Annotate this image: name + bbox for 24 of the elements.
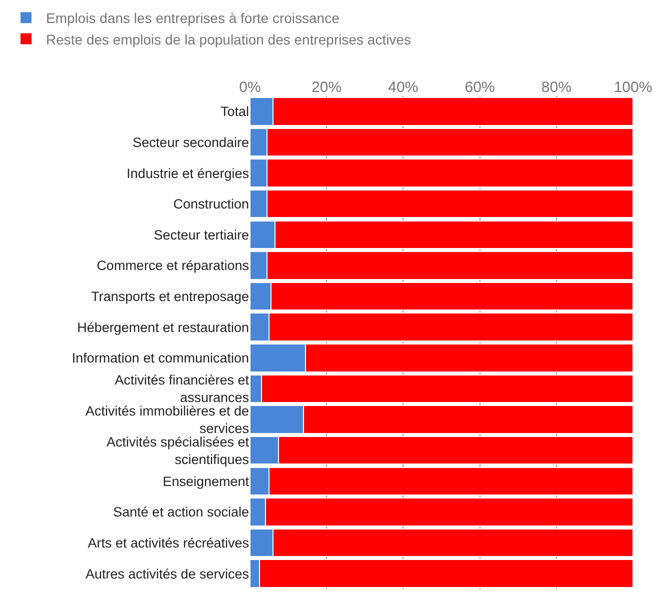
- y-tick-label: Commerce et réparations: [96, 258, 250, 274]
- y-tick-label: Secteur tertiaire: [154, 227, 249, 242]
- legend-label: Reste des emplois de la population des entreprises actives: [46, 31, 411, 48]
- y-tick-label: Santé et action sociale: [113, 504, 249, 520]
- y-tick-label: Information et communication: [72, 350, 249, 366]
- x-tick-label: 60%: [464, 79, 495, 96]
- x-tick-label: 80%: [541, 79, 572, 96]
- y-tick-label: Secteur secondaire: [132, 134, 249, 150]
- y-tick-label: Industrie et énergies: [126, 166, 250, 181]
- y-tick-label: Hébergement et restauration: [77, 320, 249, 335]
- y-tick-label: Total: [220, 104, 249, 120]
- x-tick-label: 100%: [614, 79, 652, 96]
- y-tick-label: Autres activités de services: [85, 566, 250, 582]
- x-tick-label: 40%: [388, 79, 418, 96]
- legend-label: Emplois dans les entreprises à forte croissance: [46, 10, 340, 26]
- x-tick-label: 20%: [312, 79, 342, 96]
- y-tick-label: Activités financières et assurances: [114, 372, 250, 406]
- y-tick-label: Enseignement: [162, 474, 250, 489]
- y-tick-label: Activités spécialisées et scientifiques: [106, 434, 250, 467]
- y-tick-label: Arts et activités récréatives: [88, 536, 250, 551]
- y-tick-label: Transports et entreposage: [91, 289, 249, 304]
- x-tick-label: 0%: [239, 79, 261, 96]
- y-tick-label: Activités immobilières et de services: [85, 403, 250, 436]
- y-tick-label: Construction: [173, 196, 249, 212]
